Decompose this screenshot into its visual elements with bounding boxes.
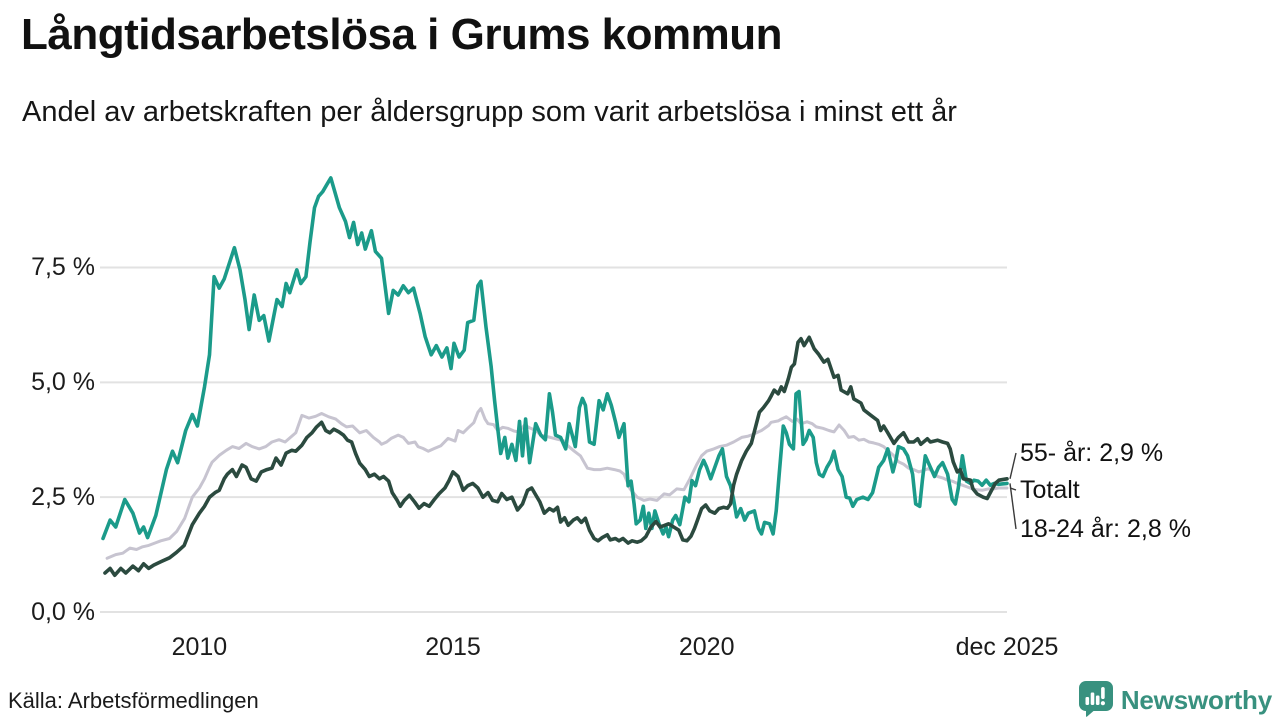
annotation-label-18-24-år: 18-24 år: 2,8 % [1020,515,1191,543]
annotation-label-55--år: 55- år: 2,9 % [1020,439,1164,467]
newsworthy-bubble-chart-icon [1077,679,1114,722]
annotation-label-Totalt: Totalt [1020,476,1080,504]
y-axis-label: 7,5 % [31,253,95,282]
page-title: Långtidsarbetslösa i Grums kommun [21,10,783,59]
newsworthy-wordmark: Newsworthy [1120,684,1272,715]
x-axis-label: dec 2025 [955,633,1059,661]
y-axis-label: 5,0 % [31,368,95,397]
series-line-18-24-år [101,176,1009,541]
x-axis-label: 2020 [678,633,735,661]
annotation-leader-line [1009,483,1017,530]
annotation-leader-line [1009,452,1017,479]
series-line-Totalt [105,407,1009,560]
series-line-55--år [103,335,1009,578]
x-axis-label: 2010 [171,633,228,661]
y-axis-label: 0,0 % [31,598,95,626]
source-note: Källa: Arbetsförmedlingen [8,688,259,713]
newsworthy-logo[interactable]: Newsworthy [1077,680,1272,720]
chart-subtitle: Andel av arbetskraften per åldersgrupp s… [22,96,957,128]
x-axis-label: 2015 [425,633,481,661]
y-axis-label: 2,5 % [31,483,95,512]
